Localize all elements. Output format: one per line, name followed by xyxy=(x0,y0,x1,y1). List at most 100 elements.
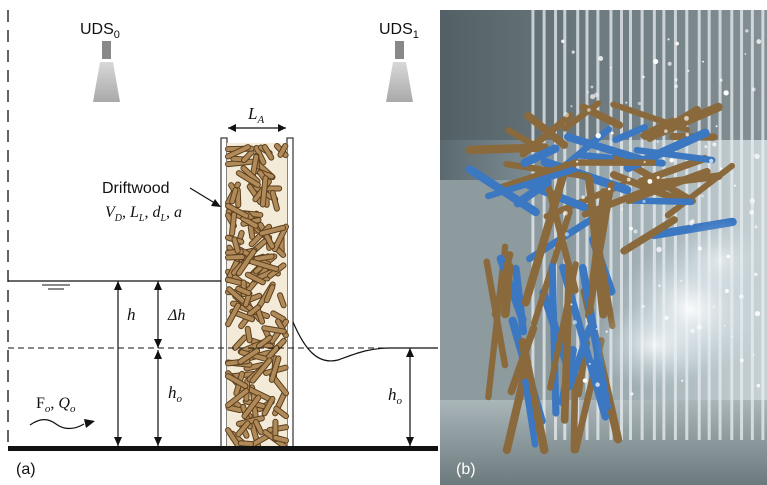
droplet xyxy=(690,328,695,334)
blue-log xyxy=(548,262,560,417)
brown-log xyxy=(501,261,514,319)
downstream-water-surface xyxy=(292,321,438,362)
droplet xyxy=(626,177,631,182)
droplet xyxy=(607,187,611,191)
panel-b-label: (b) xyxy=(456,461,476,478)
log-icon xyxy=(273,435,288,443)
log-icon xyxy=(277,293,286,308)
downstream-depth-dimension: ho xyxy=(388,348,414,446)
log-icon xyxy=(278,144,288,157)
rack-rod xyxy=(673,10,677,440)
panel-b-photo: (b) xyxy=(440,10,767,485)
panel-a: UDS0 UDS1 LA xyxy=(7,10,438,478)
droplet xyxy=(664,315,669,320)
log-icon xyxy=(242,150,254,163)
log-icon xyxy=(259,225,286,236)
log-icon xyxy=(248,225,255,239)
sensor-uds1: UDS1 xyxy=(379,21,419,102)
water-droplets xyxy=(561,29,762,396)
log-icon xyxy=(264,285,275,303)
channel-bed xyxy=(8,446,438,451)
rack-rod xyxy=(640,10,644,440)
svg-text:Fo, Qo: Fo, Qo xyxy=(36,395,76,415)
blue-log xyxy=(485,166,576,200)
brown-log xyxy=(609,171,685,205)
log-icon xyxy=(226,159,255,167)
brown-log xyxy=(625,167,711,205)
droplet xyxy=(581,195,585,200)
driftwood-label: Driftwood VD, LL, dL, a xyxy=(102,180,221,224)
water-surface-icon xyxy=(42,284,70,290)
droplet xyxy=(667,38,670,41)
droplet xyxy=(664,129,668,133)
droplet xyxy=(704,145,708,149)
log-icon xyxy=(232,237,240,253)
svg-text:UDS1: UDS1 xyxy=(379,21,419,41)
log-icon xyxy=(236,171,260,187)
blue-log xyxy=(612,123,649,144)
droplet xyxy=(685,133,689,137)
log-icon xyxy=(236,249,256,276)
droplet xyxy=(723,324,726,327)
rack-rod xyxy=(750,10,754,440)
log-icon xyxy=(226,428,240,448)
log-icon xyxy=(230,212,237,236)
log-icon xyxy=(242,395,261,419)
svg-text:UDS0: UDS0 xyxy=(80,21,120,41)
log-icon xyxy=(241,166,260,184)
droplet xyxy=(696,324,702,330)
svg-text:h: h xyxy=(127,305,136,324)
brown-log xyxy=(560,265,574,424)
brown-log xyxy=(521,161,571,307)
log-icon xyxy=(230,188,238,204)
droplet xyxy=(653,58,659,65)
log-icon xyxy=(226,374,248,388)
blue-log xyxy=(578,263,612,411)
droplet xyxy=(701,194,704,198)
droplet xyxy=(611,131,614,135)
droplet xyxy=(749,198,756,204)
log-icon xyxy=(241,216,258,228)
sensor-body-icon xyxy=(102,41,111,59)
brown-log xyxy=(589,206,616,330)
droplet xyxy=(745,29,749,33)
droplet xyxy=(754,153,760,160)
blue-log xyxy=(522,378,539,448)
droplet xyxy=(620,208,624,211)
droplet xyxy=(629,226,633,231)
droplet xyxy=(588,362,591,365)
droplet xyxy=(590,85,594,89)
droplet xyxy=(656,176,660,180)
droplet xyxy=(680,279,683,282)
log-icon xyxy=(226,145,250,159)
droplet xyxy=(582,378,588,383)
rack-rod xyxy=(685,10,689,440)
droplet xyxy=(641,304,645,308)
log-icon xyxy=(271,311,286,322)
log-icon xyxy=(269,356,281,382)
log-icon xyxy=(238,348,260,364)
log-icon xyxy=(233,335,247,350)
droplet xyxy=(572,320,577,325)
inflow-label: Fo, Qo xyxy=(29,395,95,430)
blue-log xyxy=(633,146,716,164)
log-icon xyxy=(238,441,254,446)
droplet xyxy=(723,90,729,96)
droplet xyxy=(749,210,754,215)
droplet xyxy=(637,101,641,106)
droplet xyxy=(674,78,678,82)
depth-h-dimension: h xyxy=(114,281,136,446)
svg-text:ho: ho xyxy=(388,385,403,407)
panel-a-label: (a) xyxy=(16,461,36,478)
droplet xyxy=(739,358,744,363)
droplet xyxy=(719,78,723,82)
log-icon xyxy=(257,335,272,349)
photo-driftwood xyxy=(465,100,737,455)
droplet xyxy=(593,92,599,98)
rack-rod xyxy=(542,10,546,440)
brown-log xyxy=(507,324,538,396)
droplet xyxy=(598,56,604,61)
droplet xyxy=(630,392,634,396)
flow-arrow-icon xyxy=(29,419,85,430)
